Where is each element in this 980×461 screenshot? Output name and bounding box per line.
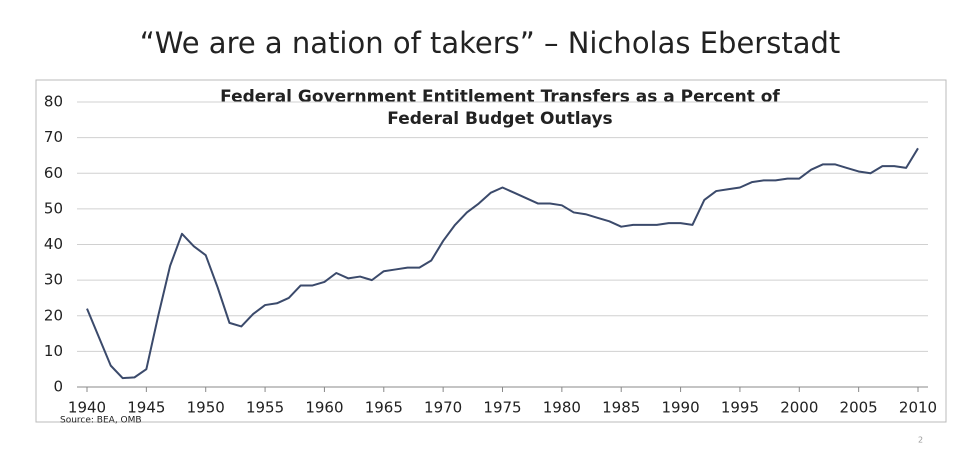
y-tick-label: 20: [44, 306, 63, 324]
y-tick-label: 40: [44, 235, 63, 253]
x-tick-label: 1970: [424, 399, 462, 417]
slide-title: “We are a nation of takers” – Nicholas E…: [140, 26, 841, 60]
chart-title: Federal Budget Outlays: [387, 109, 612, 129]
x-tick-label: 1950: [187, 399, 225, 417]
source-note: Source: BEA, OMB: [60, 416, 142, 426]
chart-frame: [35, 79, 947, 423]
x-tick-label: 1995: [721, 399, 759, 417]
y-tick-label: 0: [53, 378, 63, 396]
x-tick-label: 1960: [305, 399, 343, 417]
y-tick-label: 30: [44, 271, 63, 289]
x-tick-label: 2005: [840, 399, 878, 417]
x-tick-label: 2010: [899, 399, 937, 417]
x-tick-label: 1990: [661, 399, 699, 417]
page-number: 2: [918, 436, 923, 445]
data-line: [86, 147, 919, 380]
x-tick-label: 1975: [483, 399, 521, 417]
x-tick-label: 1955: [246, 399, 284, 417]
x-tick-label: 1965: [365, 399, 403, 417]
x-tick-label: 1945: [127, 399, 165, 417]
x-tick-label: 1980: [543, 399, 581, 417]
x-tick-label: 2000: [780, 399, 818, 417]
y-tick-label: 60: [44, 164, 63, 182]
chart-title: Federal Government Entitlement Transfers…: [220, 87, 780, 107]
y-tick-label: 50: [44, 199, 63, 217]
y-tick-label: 80: [44, 93, 63, 111]
x-tick-label: 1985: [602, 399, 640, 417]
x-tick-label: 1940: [68, 399, 106, 417]
y-tick-label: 10: [44, 342, 63, 360]
y-tick-label: 70: [44, 128, 63, 146]
